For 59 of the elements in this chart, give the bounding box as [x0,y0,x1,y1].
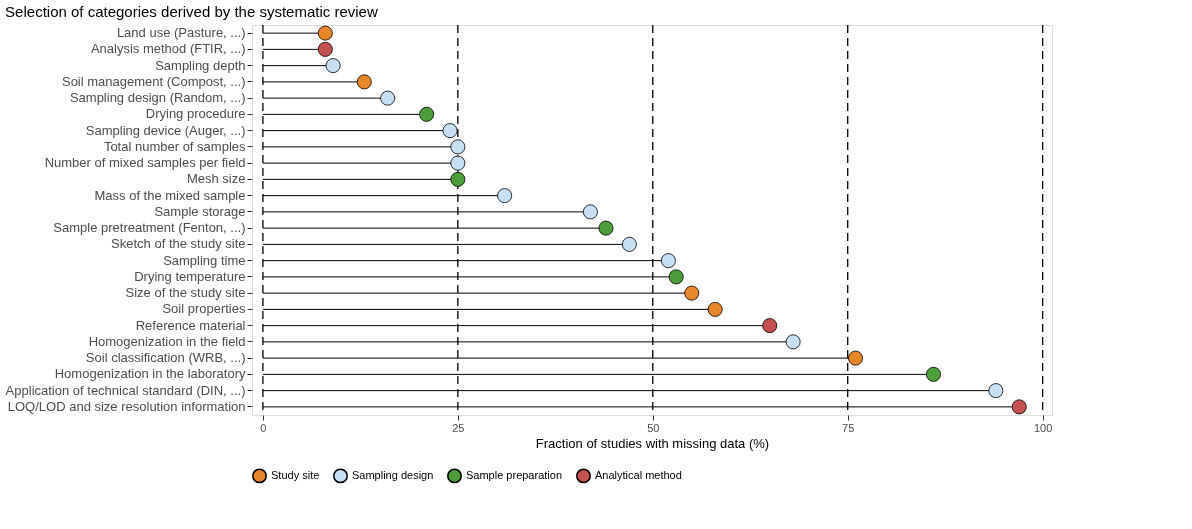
y-tick-label: LOQ/LOD and size resolution information [7,398,246,414]
point [926,366,941,382]
point [988,383,1004,399]
legend-label: Analytical method [595,468,682,481]
point [325,58,341,74]
chart-title: Selection of categories derived by the systematic review [5,3,378,21]
point [497,188,513,204]
point [848,350,863,366]
y-tick-label: Number of mixed samples per field [44,155,246,171]
x-tick-label: 100 [1033,421,1053,434]
point [450,139,466,155]
y-tick-label: Mesh size [186,171,246,187]
legend-label: Sampling design [352,468,434,481]
point [621,236,637,252]
legend-label: Study site [271,468,320,481]
point [660,253,676,269]
point [450,171,466,187]
y-tick-label: Mass of the mixed sample [94,187,246,203]
x-tick-label: 50 [647,421,660,434]
y-tick-label: Soil properties [162,301,246,317]
point [598,220,614,236]
point [684,285,700,301]
y-tick-label: Drying procedure [145,106,246,122]
y-tick-label: Application of technical standard (DIN, ...) [5,382,246,398]
y-tick-label: Sampling design (Random, ...) [69,90,246,106]
point [668,269,684,285]
y-tick-label: Analysis method (FTIR, ...) [90,41,246,57]
y-tick-label: Drying temperature [134,268,246,284]
y-tick-label: Homogenization in the laboratory [54,366,246,382]
y-tick-label: Soil classification (WRB, ...) [85,350,246,366]
y-tick-label: Total number of samples [103,138,246,154]
point [582,204,598,220]
legend-label: Sample preparation [466,468,563,481]
y-tick-label: Sampling device (Auger, ...) [85,122,246,138]
point [356,74,372,90]
point [317,25,333,41]
point [1011,399,1027,415]
point [707,301,723,317]
y-tick-label: Homogenization in the field [88,333,246,349]
x-tick-label: 0 [260,421,267,434]
x-axis-title: Fraction of studies with missing data (%) [535,435,770,451]
y-tick-label: Sketch of the study site [111,236,246,252]
point [419,106,435,122]
point [380,90,396,106]
y-tick-label: Soil management (Compost, ...) [61,73,246,89]
point [442,123,458,139]
y-tick-label: Size of the study site [125,285,246,301]
point [762,318,778,334]
y-tick-label: Sampling time [163,252,246,268]
y-tick-label: Sampling depth [155,57,246,73]
x-tick-label: 25 [452,421,465,434]
point [785,334,801,350]
y-tick-label: Sample pretreatment (Fenton, ...) [53,220,246,236]
y-tick-label: Reference material [135,317,246,333]
x-tick-label: 75 [842,421,855,434]
point [317,41,333,57]
y-tick-label: Sample storage [154,203,246,219]
y-tick-label: Land use (Pasture, ...) [116,25,246,41]
point [450,155,466,171]
